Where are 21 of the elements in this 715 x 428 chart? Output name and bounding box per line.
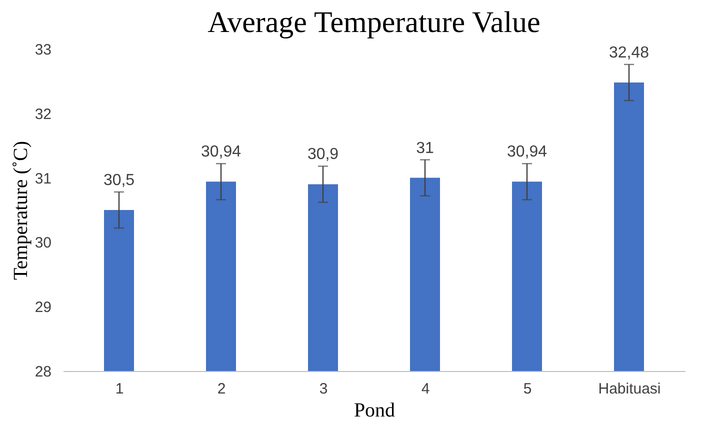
chart-title: Average Temperature Value xyxy=(208,6,540,39)
data-label: 30,94 xyxy=(506,144,548,161)
x-tick-label: 3 xyxy=(319,380,328,398)
y-tick-label: 31 xyxy=(34,170,52,188)
data-label: 32,48 xyxy=(608,44,650,62)
x-tick-label: 5 xyxy=(523,380,532,398)
x-tick-label: 1 xyxy=(115,380,124,398)
data-label: 31 xyxy=(416,140,434,157)
x-axis-title: Pond xyxy=(354,400,396,422)
y-tick-label: 32 xyxy=(34,106,52,123)
y-tick-label: 33 xyxy=(34,42,52,58)
y-tick-label: 29 xyxy=(34,299,52,316)
x-tick-label: 2 xyxy=(217,380,226,398)
y-axis-title: Temperature (˚C) xyxy=(10,140,32,280)
data-label: 30,94 xyxy=(200,144,242,161)
y-tick-label: 28 xyxy=(34,364,52,380)
data-label: 30,9 xyxy=(307,146,339,164)
data-label: 30,5 xyxy=(103,172,135,189)
x-tick-label: 4 xyxy=(421,380,430,398)
y-tick-label: 30 xyxy=(34,234,52,252)
x-tick-label: Habituasi xyxy=(598,380,661,398)
